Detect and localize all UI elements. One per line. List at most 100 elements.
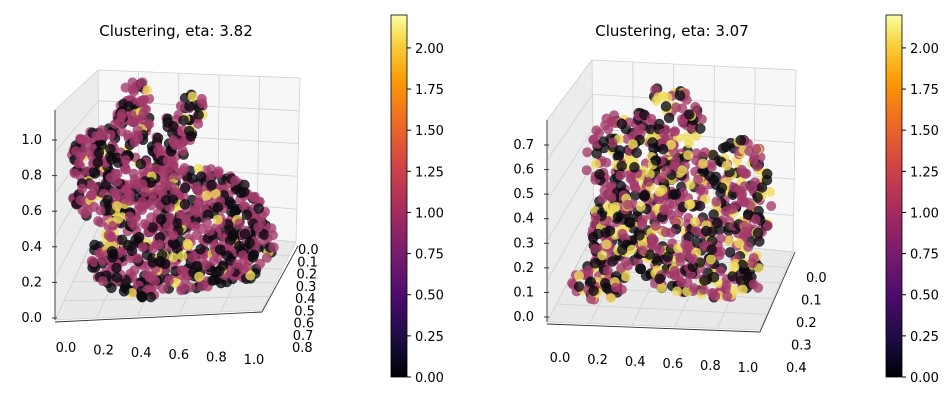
data-point	[111, 262, 122, 274]
data-point	[173, 170, 184, 181]
data-point	[168, 230, 179, 241]
colorbar-gradient	[885, 14, 903, 378]
data-point	[145, 291, 157, 303]
data-point	[766, 201, 777, 211]
data-point	[111, 201, 122, 212]
data-point	[607, 256, 618, 267]
data-point	[175, 101, 186, 111]
data-point	[591, 148, 602, 159]
data-point	[708, 272, 720, 283]
grid-line	[592, 94, 796, 107]
x-tick-label: 0.2	[93, 343, 114, 358]
data-point	[168, 252, 179, 263]
data-point	[127, 218, 137, 228]
data-point	[193, 109, 204, 121]
data-point	[185, 130, 197, 142]
data-point	[247, 252, 259, 263]
grid-line	[546, 59, 593, 121]
data-point	[599, 185, 610, 196]
z-tick-label: 0.2	[21, 275, 42, 290]
grid-line	[97, 69, 301, 79]
y-tick-label: 0.5	[294, 304, 315, 319]
data-point	[659, 205, 669, 216]
data-point	[112, 176, 123, 187]
y-tick-label: 0.3	[791, 339, 812, 354]
y-tick-label: 0.4	[295, 292, 316, 307]
data-point	[170, 140, 181, 151]
data-point	[162, 117, 173, 128]
data-point	[179, 199, 191, 210]
data-point	[177, 145, 188, 156]
data-point	[715, 233, 726, 244]
data-point	[234, 240, 245, 252]
data-point	[672, 286, 683, 297]
data-point	[601, 157, 612, 168]
data-point	[195, 171, 207, 182]
data-point	[647, 233, 658, 244]
data-point	[197, 98, 208, 109]
z-tick-label: 0.6	[513, 163, 534, 178]
y-tick-label: 0.8	[292, 341, 313, 356]
data-point	[687, 122, 698, 133]
colorbar-gradient	[390, 14, 408, 378]
colorbar-tick-label: 0.50	[910, 289, 939, 304]
data-point	[728, 285, 739, 296]
data-point	[201, 190, 212, 201]
data-point	[86, 179, 97, 190]
data-point	[213, 168, 224, 179]
data-point	[666, 139, 677, 150]
y-axis-line	[261, 245, 299, 313]
data-point	[177, 250, 188, 261]
data-point	[643, 176, 654, 187]
chart-title: Clustering, eta: 3.07	[595, 22, 749, 40]
data-point	[189, 221, 200, 232]
data-point	[737, 284, 748, 295]
data-point	[762, 168, 773, 180]
data-point	[179, 182, 191, 194]
colorbar-tick-label: 1.00	[910, 206, 939, 221]
data-point	[675, 256, 686, 267]
data-point	[602, 265, 613, 276]
x-tick-label: 0.8	[700, 359, 721, 374]
data-point	[145, 285, 156, 295]
data-point	[116, 234, 128, 246]
data-point	[268, 242, 279, 253]
data-point	[155, 214, 167, 225]
data-point	[187, 252, 198, 263]
data-point	[103, 230, 114, 241]
chart-title: Clustering, eta: 3.82	[99, 22, 253, 40]
data-point	[740, 222, 751, 233]
data-point	[193, 163, 204, 174]
data-point	[684, 199, 695, 210]
z-tick-label: 0.0	[21, 311, 42, 326]
colorbar-tick-label: 1.25	[415, 165, 444, 180]
data-point	[137, 242, 148, 253]
data-point	[598, 136, 609, 147]
data-point	[148, 243, 159, 254]
data-point	[616, 118, 627, 130]
data-point	[191, 230, 202, 241]
colorbar-tick-label: 0.50	[415, 289, 444, 304]
colorbar-ticks: 0.00 0.25 0.50 0.75 1.00 1.25 1.50 1.75 2.00	[902, 42, 939, 386]
data-point	[207, 275, 218, 286]
data-point	[193, 118, 204, 129]
axes-side-wall	[547, 60, 594, 322]
data-point	[191, 261, 203, 272]
x-tick-label: 0.6	[662, 357, 683, 372]
data-point	[135, 158, 147, 170]
data-point	[239, 228, 251, 240]
data-point	[195, 243, 206, 255]
data-point	[210, 188, 221, 199]
data-point	[212, 214, 223, 225]
data-point	[647, 137, 658, 148]
data-point	[222, 250, 233, 261]
data-point	[144, 119, 155, 129]
data-point	[715, 266, 726, 277]
x-axis-ticks: 0.0 0.2 0.4 0.6 0.8 1.0	[56, 341, 265, 368]
data-point	[111, 272, 123, 283]
data-point	[674, 90, 686, 101]
data-point	[630, 183, 641, 193]
data-point	[204, 226, 215, 237]
data-point	[627, 244, 637, 255]
data-point	[616, 160, 627, 172]
